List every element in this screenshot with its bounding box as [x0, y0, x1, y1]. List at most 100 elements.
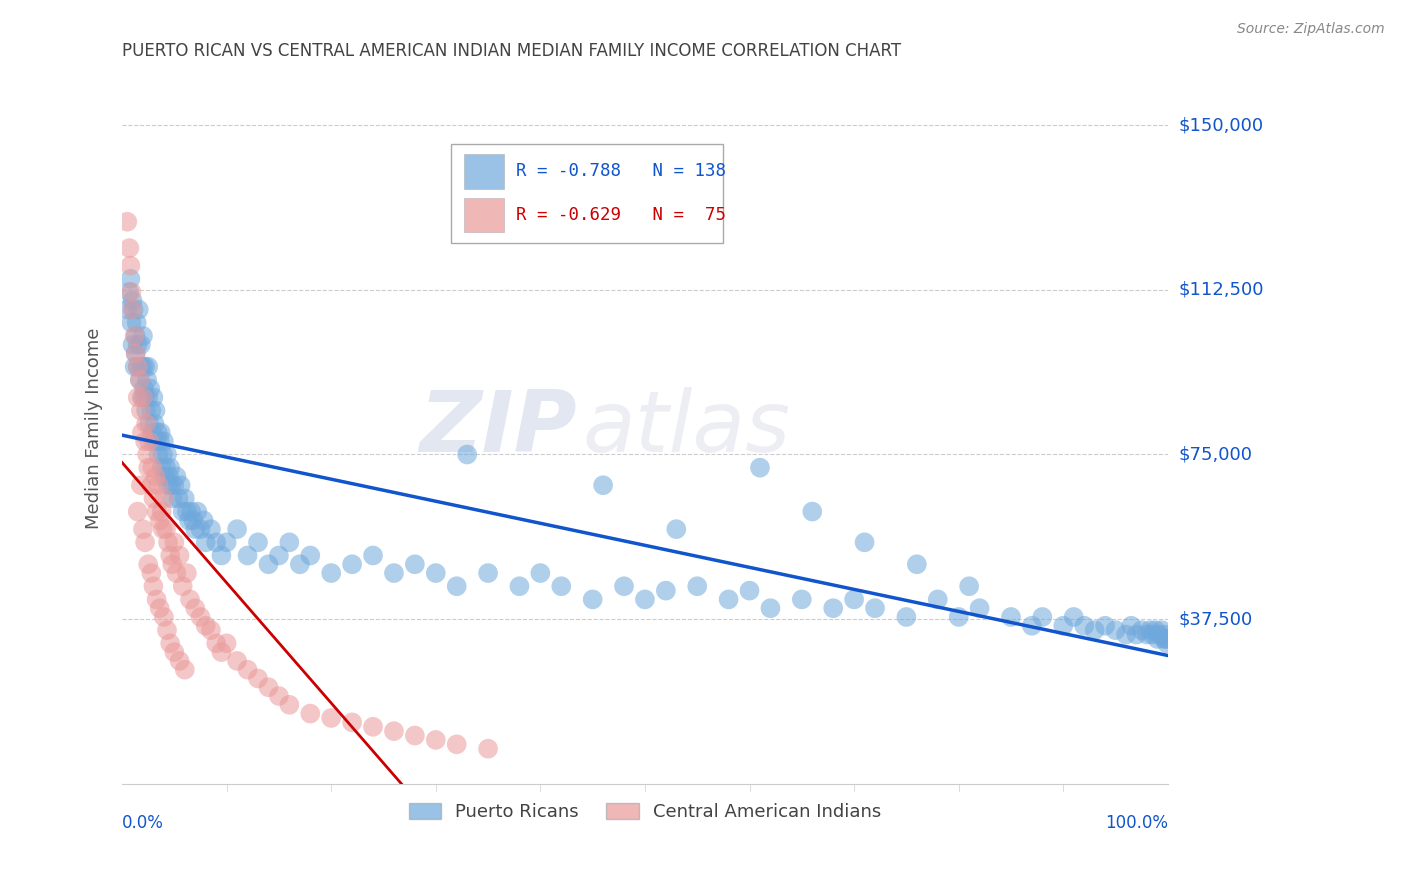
Point	[150, 505, 173, 519]
Point	[1136, 627, 1159, 641]
Point	[665, 522, 688, 536]
Point	[205, 535, 228, 549]
Point	[321, 566, 343, 580]
Point	[173, 663, 195, 677]
Point	[299, 706, 322, 721]
Text: $37,500: $37,500	[1180, 610, 1253, 628]
Point	[179, 592, 201, 607]
Point	[278, 535, 301, 549]
Point	[136, 460, 159, 475]
Point	[634, 592, 657, 607]
Point	[124, 329, 146, 343]
Point	[842, 592, 865, 607]
Point	[148, 448, 170, 462]
Point	[1154, 632, 1177, 646]
Point	[124, 359, 146, 374]
Point	[142, 391, 165, 405]
Point	[169, 478, 191, 492]
Point	[257, 558, 280, 572]
Point	[129, 359, 152, 374]
Point	[267, 689, 290, 703]
Point	[132, 391, 155, 405]
Point	[155, 522, 177, 536]
Point	[121, 337, 143, 351]
Point	[340, 715, 363, 730]
Point	[142, 491, 165, 506]
Point	[157, 535, 180, 549]
Point	[823, 601, 845, 615]
Point	[153, 491, 176, 506]
Point	[149, 425, 172, 440]
Point	[180, 505, 202, 519]
Point	[132, 522, 155, 536]
Point	[120, 272, 142, 286]
Point	[127, 359, 149, 374]
Point	[134, 391, 156, 405]
Point	[613, 579, 636, 593]
Point	[278, 698, 301, 712]
Point	[477, 741, 499, 756]
Point	[167, 491, 190, 506]
Point	[446, 737, 468, 751]
Point	[1052, 619, 1074, 633]
Point	[1094, 619, 1116, 633]
Point	[157, 478, 180, 492]
Point	[128, 302, 150, 317]
Point	[125, 316, 148, 330]
Point	[456, 448, 478, 462]
Point	[145, 505, 167, 519]
Point	[153, 434, 176, 449]
Point	[145, 403, 167, 417]
Point	[361, 720, 384, 734]
Point	[801, 505, 824, 519]
Point	[145, 592, 167, 607]
Point	[149, 513, 172, 527]
Point	[162, 558, 184, 572]
Point	[759, 601, 782, 615]
Point	[176, 505, 198, 519]
Point	[141, 403, 163, 417]
Text: R = -0.788   N = 138: R = -0.788 N = 138	[516, 162, 727, 180]
Point	[172, 579, 194, 593]
Point	[132, 382, 155, 396]
Text: Source: ZipAtlas.com: Source: ZipAtlas.com	[1237, 22, 1385, 37]
Point	[1125, 627, 1147, 641]
Point	[205, 636, 228, 650]
Point	[267, 549, 290, 563]
Point	[157, 469, 180, 483]
Text: $112,500: $112,500	[1180, 281, 1264, 299]
Point	[169, 654, 191, 668]
Y-axis label: Median Family Income: Median Family Income	[86, 327, 103, 529]
Point	[142, 579, 165, 593]
Point	[145, 434, 167, 449]
Point	[121, 302, 143, 317]
Point	[749, 460, 772, 475]
Point	[131, 425, 153, 440]
Point	[141, 460, 163, 475]
Point	[129, 478, 152, 492]
Point	[477, 566, 499, 580]
Point	[141, 478, 163, 492]
Point	[215, 636, 238, 650]
Point	[853, 535, 876, 549]
Point	[153, 469, 176, 483]
Point	[121, 285, 143, 299]
Point	[160, 478, 183, 492]
Point	[117, 302, 139, 317]
Point	[1146, 632, 1168, 646]
Point	[184, 522, 207, 536]
Point	[117, 215, 139, 229]
Point	[717, 592, 740, 607]
Point	[194, 619, 217, 633]
Point	[136, 373, 159, 387]
Point	[1084, 623, 1107, 637]
Point	[948, 610, 970, 624]
Point	[896, 610, 918, 624]
Point	[155, 460, 177, 475]
Point	[361, 549, 384, 563]
Point	[1153, 632, 1175, 646]
Point	[120, 259, 142, 273]
Point	[129, 403, 152, 417]
Point	[139, 382, 162, 396]
Point	[226, 654, 249, 668]
